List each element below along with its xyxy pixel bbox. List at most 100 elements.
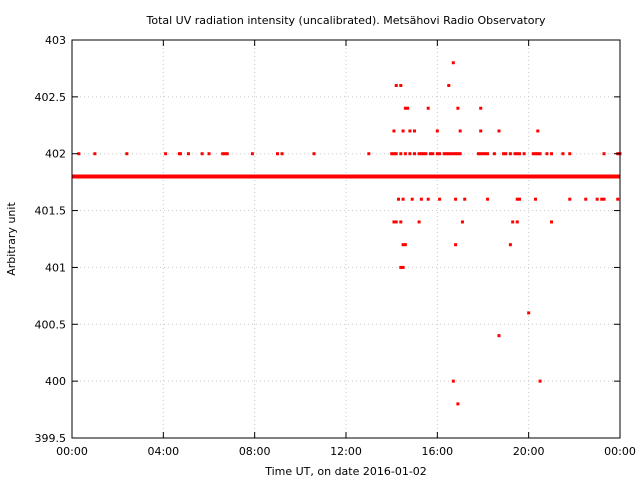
data-point <box>584 197 588 201</box>
data-point <box>534 152 538 156</box>
y-tick-label: 403 <box>45 34 66 47</box>
data-point <box>426 106 430 110</box>
data-point <box>508 152 512 156</box>
data-point <box>458 152 462 156</box>
data-point <box>454 243 458 247</box>
data-point <box>456 152 460 156</box>
data-point <box>413 152 416 156</box>
data-point <box>568 152 572 156</box>
data-point <box>93 152 97 156</box>
data-point <box>515 220 519 224</box>
data-point <box>207 152 211 156</box>
data-point <box>518 152 522 156</box>
data-point <box>504 152 508 156</box>
data-point <box>602 197 606 201</box>
data-point <box>225 152 229 156</box>
data-point <box>444 152 448 156</box>
data-point <box>479 129 483 133</box>
data-point <box>399 152 403 156</box>
y-tick-label: 400 <box>45 375 66 388</box>
data-point <box>522 152 526 156</box>
data-point <box>392 220 396 224</box>
data-point <box>442 152 446 156</box>
x-tick-label: 00:00 <box>604 445 636 458</box>
data-point <box>538 379 542 383</box>
data-point <box>394 83 398 87</box>
data-point <box>511 220 515 224</box>
data-point <box>479 152 483 156</box>
data-point <box>178 152 182 156</box>
data-point <box>424 152 428 156</box>
data-point <box>410 197 414 201</box>
data-point <box>401 197 405 201</box>
x-tick-label: 12:00 <box>330 445 362 458</box>
data-point <box>568 197 572 201</box>
x-axis-ticks: 00:00 04:00 08:00 12:00 16:00 20:00 00:00 <box>56 40 636 458</box>
data-point <box>550 152 553 156</box>
data-point <box>515 197 519 201</box>
x-tick-label: 08:00 <box>239 445 271 458</box>
data-point <box>125 152 129 156</box>
data-point <box>513 152 517 156</box>
data-point <box>447 152 451 156</box>
data-point <box>186 152 190 156</box>
grid-lines <box>72 40 620 438</box>
data-point <box>481 152 485 156</box>
data-point <box>435 152 439 156</box>
data-point <box>428 152 432 156</box>
data-point <box>390 152 394 156</box>
plot-frame <box>71 39 621 439</box>
data-point <box>438 152 442 156</box>
data-point <box>426 197 430 201</box>
data-point <box>250 152 254 156</box>
data-point <box>497 334 501 338</box>
chart-title: Total UV radiation intensity (uncalibrat… <box>146 14 546 27</box>
data-point <box>164 152 168 156</box>
data-point <box>536 129 540 133</box>
data-point <box>616 197 620 201</box>
x-tick-label: 00:00 <box>56 445 88 458</box>
data-point <box>538 152 542 156</box>
data-point <box>77 152 81 156</box>
data-point <box>515 152 519 156</box>
data-point <box>486 197 490 201</box>
data-point <box>399 83 403 87</box>
data-point <box>401 243 405 247</box>
x-tick-label: 04:00 <box>147 445 179 458</box>
data-point <box>447 83 451 87</box>
data-point <box>276 152 279 156</box>
data-point <box>312 152 316 156</box>
data-point <box>531 152 535 156</box>
data-point <box>460 220 464 224</box>
data-point <box>502 152 506 156</box>
y-tick-label: 401.5 <box>35 205 67 218</box>
data-points <box>77 61 622 406</box>
data-point <box>550 220 553 224</box>
data-point <box>527 311 531 315</box>
data-point <box>403 152 407 156</box>
data-point <box>419 197 423 201</box>
data-point <box>454 197 458 201</box>
data-point <box>417 152 421 156</box>
data-point <box>545 152 549 156</box>
y-tick-label: 399.5 <box>35 432 67 445</box>
data-point <box>449 152 453 156</box>
data-point <box>397 197 401 201</box>
data-point <box>451 152 455 156</box>
data-point <box>394 152 398 156</box>
data-point <box>399 220 403 224</box>
data-point <box>508 243 512 247</box>
y-tick-label: 402 <box>45 148 66 161</box>
data-point <box>456 106 460 110</box>
data-point <box>454 152 458 156</box>
data-point <box>401 129 405 133</box>
data-point <box>399 265 403 269</box>
data-point <box>435 129 439 133</box>
data-point <box>602 152 606 156</box>
data-point <box>483 152 487 156</box>
data-point <box>406 106 410 110</box>
data-point <box>479 106 483 110</box>
data-point <box>456 402 460 406</box>
data-point <box>492 152 496 156</box>
data-point <box>431 152 435 156</box>
